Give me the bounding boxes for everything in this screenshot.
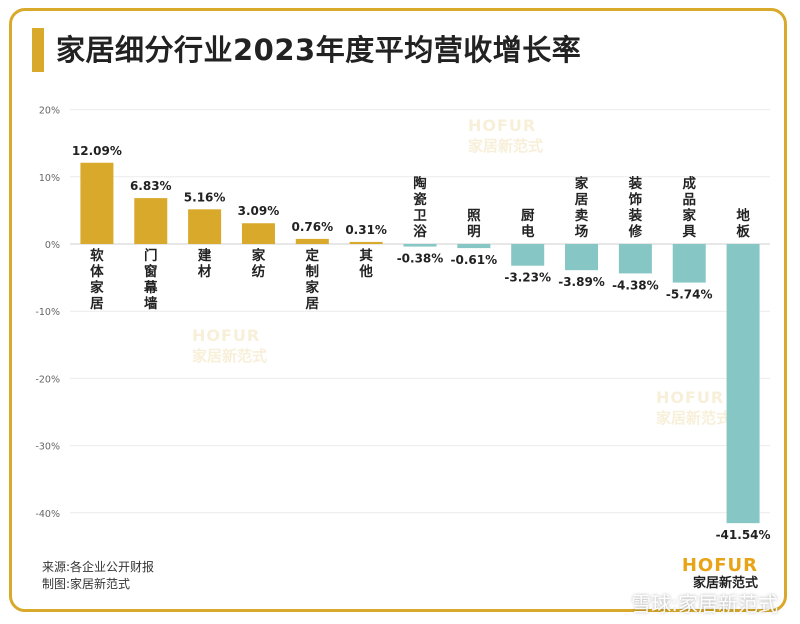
data-label: 0.76% [291, 220, 333, 234]
data-label: -41.54% [716, 528, 771, 542]
data-label: 0.31% [345, 223, 387, 237]
bar [241, 223, 275, 244]
bar [457, 244, 491, 249]
category-label: 门窗幕墙 [143, 247, 158, 312]
bar [565, 244, 599, 271]
category-label: 家居卖场 [575, 175, 589, 240]
y-tick-label: 20% [39, 106, 60, 117]
category-label: 软体家居 [90, 247, 104, 312]
chart-title: 家居细分行业2023年度平均营收增长率 [56, 33, 582, 67]
category-label: 定制家居 [306, 247, 320, 312]
category-label: 其他 [358, 248, 373, 280]
bar [295, 238, 329, 244]
bar [134, 198, 168, 244]
brand-logo-cn: 家居新范式 [692, 576, 758, 591]
title-accent-bar [32, 28, 44, 72]
category-label: 家纺 [252, 247, 266, 280]
data-label: -3.23% [504, 271, 551, 285]
bar [726, 244, 760, 524]
bar [188, 209, 222, 244]
bar [403, 244, 437, 247]
data-label: -3.89% [558, 275, 605, 289]
brand-logo-en: HOFUR [681, 555, 758, 576]
bar [80, 162, 114, 244]
category-label: 建材 [197, 247, 212, 280]
category-label: 地板 [736, 207, 750, 240]
category-label: 装饰装修 [628, 175, 643, 240]
xueqiu-watermark: 雪球:家居新范式 [631, 592, 778, 616]
data-label: 12.09% [72, 144, 122, 158]
source-note: 来源:各企业公开财报 [42, 560, 155, 574]
chart-frame [9, 8, 787, 612]
made-by-note: 制图:家居新范式 [42, 577, 131, 591]
bar [349, 241, 383, 244]
data-label: -0.61% [451, 253, 498, 267]
y-tick-label: -10% [35, 307, 60, 318]
data-label: 6.83% [130, 179, 172, 193]
brand-logo: HOFUR 家居新范式 [682, 556, 758, 592]
data-label: 3.09% [238, 204, 280, 218]
y-tick-label: -30% [35, 442, 60, 453]
category-label: 照明 [467, 208, 481, 240]
y-tick-label: -40% [35, 509, 60, 520]
bar [672, 244, 706, 283]
category-label: 陶瓷卫浴 [413, 175, 427, 240]
data-label: -5.74% [666, 288, 713, 302]
category-label: 成品家具 [681, 175, 696, 240]
bar [618, 244, 652, 274]
data-label: -4.38% [612, 278, 659, 292]
bar [511, 244, 545, 266]
data-label: 5.16% [184, 190, 226, 204]
y-tick-label: 10% [39, 173, 60, 184]
data-label: -0.38% [397, 252, 444, 266]
y-tick-label: -20% [35, 374, 60, 385]
y-tick-label: 0% [45, 240, 60, 251]
category-label: 厨电 [521, 208, 535, 240]
